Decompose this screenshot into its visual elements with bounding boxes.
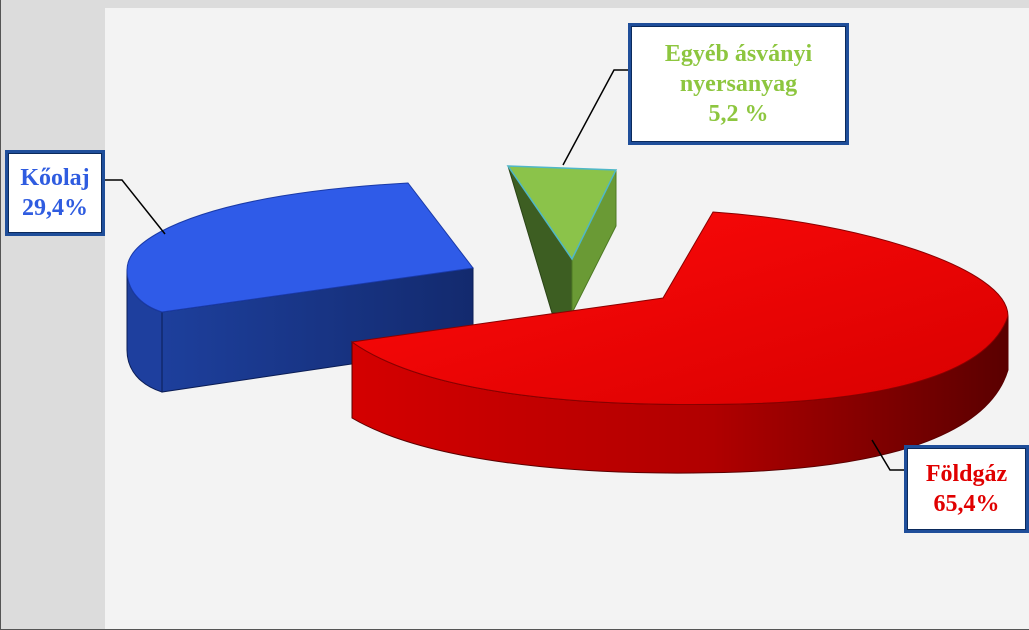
data-label-foldgaz-line2: 65,4% — [933, 491, 1000, 517]
data-label-egyeb: Egyéb ásványi nyersanyag 5,2 % — [628, 23, 849, 145]
data-label-koolaj: Kőolaj 29,4% — [5, 150, 105, 236]
data-label-egyeb-line2: nyersanyag — [679, 71, 798, 97]
data-label-foldgaz-line1: Földgáz — [925, 461, 1008, 487]
leader-line-egyeb — [562, 69, 630, 166]
frame-left-edge — [0, 0, 1, 630]
slice-foldgaz[interactable] — [350, 211, 1009, 474]
slice-foldgaz-top — [350, 211, 1009, 406]
slice-koolaj-top — [126, 182, 474, 313]
slice-egyeb-top — [506, 165, 618, 261]
slice-koolaj[interactable] — [126, 182, 474, 393]
data-label-foldgaz: Földgáz 65,4% — [904, 445, 1029, 533]
data-label-koolaj-line2: 29,4% — [22, 195, 88, 221]
slice-egyeb[interactable] — [506, 165, 618, 314]
data-label-koolaj-line1: Kőolaj — [20, 165, 90, 191]
data-label-egyeb-line1: Egyéb ásványi — [664, 41, 813, 67]
leader-line-koolaj — [105, 179, 166, 235]
data-label-egyeb-line3: 5,2 % — [708, 101, 769, 127]
leader-line-foldgaz — [871, 439, 905, 471]
